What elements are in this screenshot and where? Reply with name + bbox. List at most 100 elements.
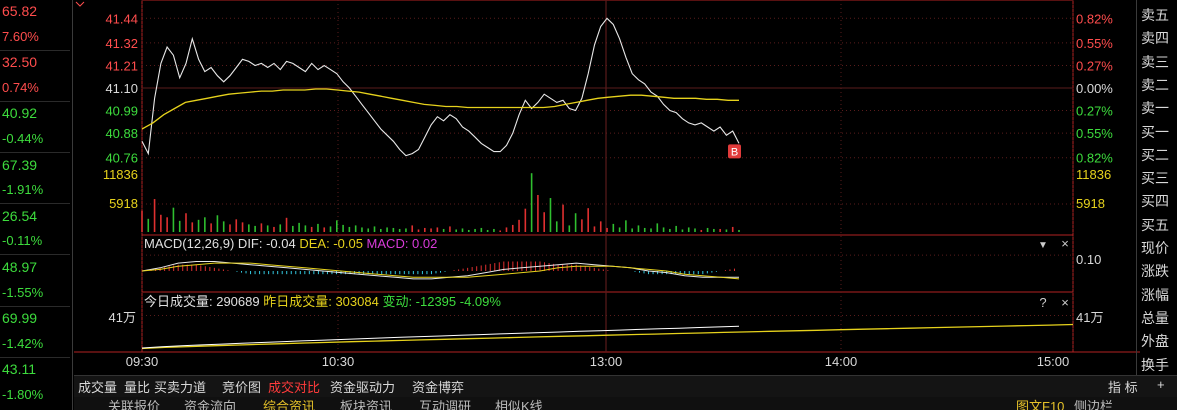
quote-change[interactable]: -1.55% <box>2 284 44 300</box>
quote-change[interactable]: -1.91% <box>2 182 44 198</box>
dif-line <box>141 261 739 280</box>
tab-0[interactable]: 成交量 <box>78 380 118 395</box>
pct-tick-label: 0.82% <box>1076 11 1113 26</box>
price-tick-label: 41.10 <box>105 81 138 96</box>
price-tick-label: 41.32 <box>105 36 138 51</box>
quote-price[interactable]: 40.92 <box>2 105 38 122</box>
order-book-label: 卖三 <box>1141 53 1169 70</box>
sidebar-button[interactable]: 侧边栏 <box>1074 399 1114 410</box>
dea-line <box>141 262 740 280</box>
tab-3[interactable]: 竞价图 <box>222 380 262 395</box>
vol-tick-label: 5918 <box>1076 196 1105 211</box>
buy-marker[interactable] <box>728 144 741 159</box>
quote-separator <box>0 203 70 205</box>
quote-price[interactable]: 69.99 <box>2 310 38 327</box>
pct-tick-label: 0.27% <box>1076 104 1113 119</box>
vol-tick-label: 11836 <box>1076 167 1111 182</box>
chart-area[interactable]: 41.44 0.82% 41.32 0.55% 41.21 0.27% 41.10 0.00%… <box>74 0 1140 375</box>
pct-tick-label: 0.00% <box>1076 81 1113 96</box>
order-book-label: 卖五 <box>1141 7 1169 23</box>
order-book-label: 卖一 <box>1141 100 1169 117</box>
price-tick-label: 40.99 <box>105 104 138 119</box>
pct-tick-label: 0.82% <box>1076 151 1113 166</box>
price-line <box>141 17 740 157</box>
order-book-label: 买三 <box>1141 170 1169 187</box>
quote-price[interactable]: 26.54 <box>2 207 38 224</box>
order-book-label: 买二 <box>1141 146 1169 163</box>
bottom-tab-3[interactable]: 板块资讯 <box>340 399 393 410</box>
order-book-label: 换手 <box>1141 356 1169 373</box>
close-icon[interactable]: × <box>1061 295 1069 310</box>
time-tick-label: 14:00 <box>825 354 858 369</box>
left-quote-column: 65.82 7.60% 32.50 0.74% 40.92 -0.44% 67.39 -1.9… <box>0 0 73 410</box>
quote-change[interactable]: -0.44% <box>2 131 44 146</box>
vc-tick-label: 41万 <box>109 310 136 325</box>
macd-tick-label: 0.10 <box>1076 252 1101 267</box>
bottom-panel-tabs: 关联报价 资金流向 综合资讯 板块资讯 互动调研 相似K线 图文F10 侧边栏 <box>74 397 1177 410</box>
bottom-tab-4[interactable]: 互动调研 <box>419 399 472 410</box>
order-book-label: 外盘 <box>1141 333 1169 350</box>
time-tick-label: 10:30 <box>322 354 355 369</box>
quote-separator <box>0 254 70 256</box>
bottom-tab-5[interactable]: 相似K线 <box>495 399 543 410</box>
quote-price[interactable]: 48.97 <box>2 259 38 275</box>
quote-separator <box>0 356 70 358</box>
buy-marker-label: B <box>731 146 738 158</box>
quote-price[interactable]: 67.39 <box>2 156 38 173</box>
dropdown-icon[interactable]: ▼ <box>1038 240 1048 251</box>
volume-compare-header: 今日成交量: 290689 昨日成交量: 303084 变动: -12395 -… <box>144 294 501 309</box>
quote-change[interactable]: -1.80% <box>2 387 44 402</box>
vol-tick-label: 11836 <box>103 167 138 182</box>
order-book-label: 卖二 <box>1141 76 1169 93</box>
price-tick-label: 40.88 <box>105 126 138 141</box>
price-tick-label: 41.21 <box>105 58 138 73</box>
quote-price[interactable]: 32.50 <box>2 54 38 71</box>
indicator-button[interactable]: 指 标 <box>1108 380 1138 395</box>
quote-separator <box>0 49 70 51</box>
order-book-label: 买五 <box>1141 216 1169 233</box>
quote-change[interactable]: 0.74% <box>2 79 39 95</box>
tab-1[interactable]: 量比 <box>124 380 151 395</box>
vc-tick-label: 41万 <box>1076 310 1103 325</box>
order-book-label: 现价 <box>1141 240 1169 256</box>
tab-5[interactable]: 资金驱动力 <box>330 380 396 395</box>
close-icon[interactable]: × <box>1061 236 1069 251</box>
quote-change[interactable]: -0.11% <box>2 233 43 249</box>
quote-change[interactable]: 7.60% <box>2 28 39 44</box>
bottom-tab-1[interactable]: 资金流向 <box>184 399 237 410</box>
tab-4[interactable]: 成交对比 <box>268 380 321 395</box>
tab-6[interactable]: 资金博弈 <box>412 380 465 395</box>
macd-header: MACD(12,26,9) DIF: -0.04 DEA: -0.05 MACD… <box>144 236 437 251</box>
quote-separator <box>0 305 70 307</box>
f10-button[interactable]: 图文F10 <box>1016 399 1065 410</box>
tab-2[interactable]: 买卖力道 <box>154 380 207 395</box>
avg-price-line <box>141 88 739 130</box>
quote-separator <box>0 152 70 153</box>
price-tick-label: 40.76 <box>105 151 138 166</box>
price-tick-label: 41.44 <box>105 11 138 26</box>
yesterday-volume-line <box>141 323 1074 350</box>
help-icon[interactable]: ? <box>1039 295 1046 310</box>
order-book-label: 买一 <box>1141 123 1169 140</box>
pct-tick-label: 0.55% <box>1076 126 1113 141</box>
order-book-label: 涨幅 <box>1141 286 1169 303</box>
chevron-down-icon[interactable] <box>75 1 85 7</box>
bottom-tab-0[interactable]: 关联报价 <box>108 399 161 410</box>
pct-tick-label: 0.27% <box>1076 58 1113 73</box>
bottom-tab-2[interactable]: 综合资讯 <box>263 399 316 410</box>
quote-price[interactable]: 43.11 <box>2 361 36 378</box>
quote-price[interactable]: 65.82 <box>2 3 38 19</box>
time-tick-label: 09:30 <box>126 354 159 369</box>
today-volume-line <box>141 325 740 349</box>
quote-separator <box>0 100 70 102</box>
quote-change[interactable]: -1.42% <box>2 335 44 351</box>
order-book-label: 涨跌 <box>1141 263 1169 280</box>
order-book: 卖五卖四卖三卖二卖一买一买二买三买四买五现价涨跌涨幅总量外盘换手净资 <box>1136 0 1177 410</box>
order-book-label: 卖四 <box>1141 30 1169 47</box>
vol-tick-label: 5918 <box>109 196 138 211</box>
order-book-label: 总量 <box>1141 309 1169 326</box>
add-icon[interactable]: + <box>1157 377 1165 392</box>
order-book-label: 买四 <box>1141 193 1169 210</box>
time-tick-label: 13:00 <box>590 354 623 369</box>
